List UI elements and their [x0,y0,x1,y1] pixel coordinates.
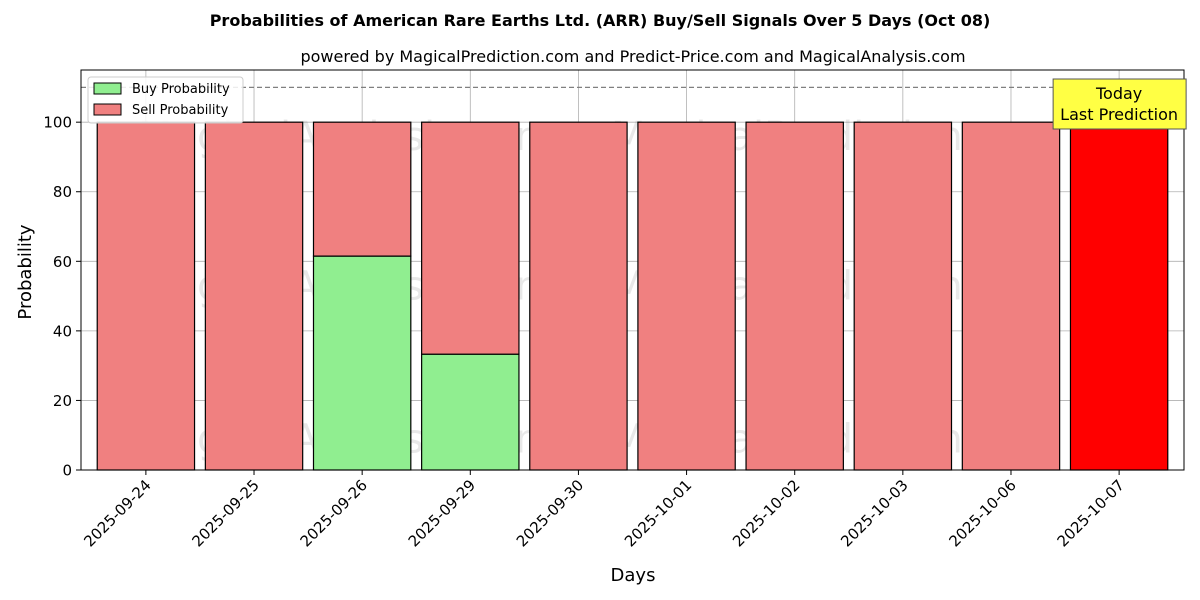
plot-frame [80,69,1185,471]
legend-swatch [93,103,122,116]
legend-label: Buy Probability [132,82,230,97]
chart-subtitle: powered by MagicalPrediction.com and Pre… [300,47,965,66]
x-tick-label: 2025-09-29 [405,476,479,550]
sell-bar [204,121,304,471]
today-annotation: Today Last Prediction [1052,78,1187,130]
y-axis-label: Probability [15,224,36,319]
x-axis-label: Days [611,565,656,586]
x-tick-label: 2025-10-01 [621,476,695,550]
y-tick-label: 0 [62,462,72,480]
y-tick-label: 40 [53,322,72,340]
x-tick-label: 2025-10-07 [1054,476,1128,550]
sell-bar [745,121,844,471]
sell-bar [96,121,196,471]
y-tick-label: 20 [53,392,72,410]
x-tick-label: 2025-09-26 [297,476,371,550]
legend-swatch [93,82,122,95]
buy-bar [421,353,520,471]
annotation-text: Last Prediction [1060,105,1178,124]
sell-bar [312,121,412,257]
annotation-text: Today [1095,84,1142,103]
x-tick-label: 2025-09-24 [80,476,154,550]
sell-bar [421,121,520,355]
legend: Buy Probability Sell Probability [87,76,244,124]
y-tick-label: 100 [43,114,72,132]
y-tick-label: 60 [53,253,72,271]
sell-bar [961,121,1061,471]
y-axis-ticks: 0 20 40 60 80 100 [43,114,81,480]
x-tick-label: 2025-09-30 [513,476,587,550]
legend-label: Sell Probability [132,103,229,118]
x-tick-label: 2025-10-02 [729,476,803,550]
annotation-box [1052,78,1187,130]
x-tick-label: 2025-09-25 [188,476,262,550]
chart-title: Probabilities of American Rare Earths Lt… [210,11,991,30]
bars [96,121,1169,471]
sell-bar [637,121,736,471]
legend-box [87,76,244,124]
x-axis-ticks: 2025-09-24 2025-09-25 2025-09-26 2025-09-29… [80,470,1128,550]
sell-bar [1069,121,1169,471]
sell-bar [529,121,628,471]
x-tick-label: 2025-10-06 [945,476,1019,550]
buy-bar [312,255,412,471]
y-tick-label: 80 [53,183,72,201]
sell-bar [853,121,953,471]
x-tick-label: 2025-10-03 [837,476,911,550]
